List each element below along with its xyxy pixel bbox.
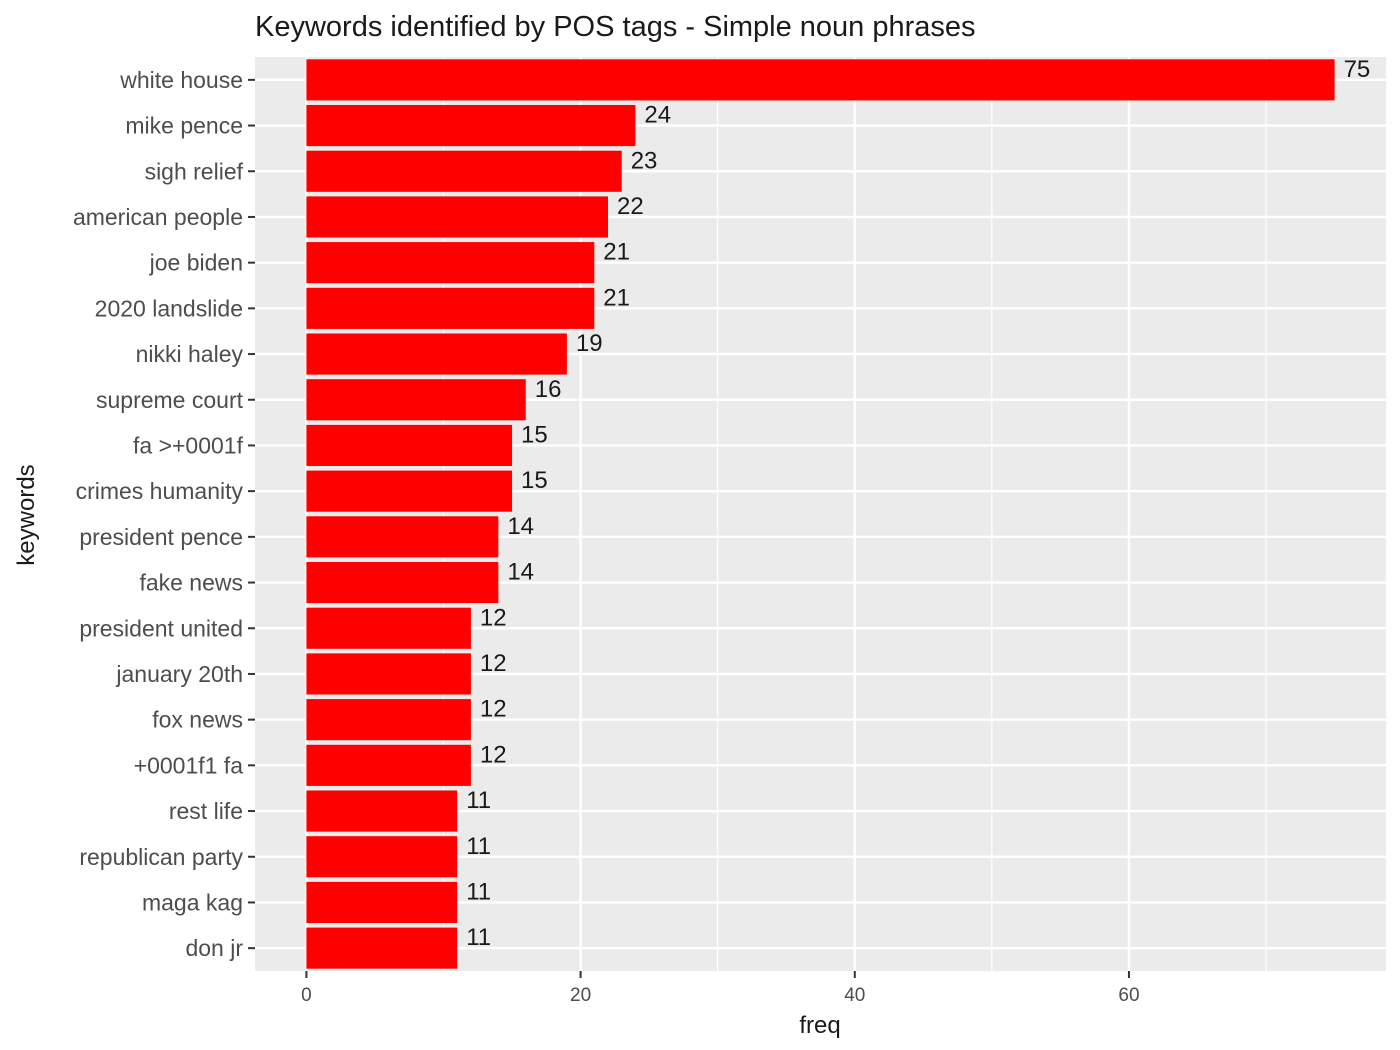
data-label: 12 [480, 741, 507, 768]
bar [306, 790, 458, 832]
bar [306, 744, 471, 786]
bars [306, 59, 1335, 969]
bar [306, 516, 499, 558]
chart-title: Keywords identified by POS tags - Simple… [255, 11, 976, 43]
bar [306, 150, 622, 192]
y-tick-label: +0001f1 fa [134, 752, 244, 778]
y-tick-label: crimes humanity [76, 478, 244, 504]
y-tick-label: fox news [152, 707, 243, 733]
bar [306, 333, 567, 375]
data-label: 14 [507, 513, 534, 540]
y-tick-label: 2020 landslide [95, 295, 243, 321]
bar [306, 242, 595, 284]
x-tick-label: 40 [844, 985, 865, 1006]
y-axis: white house mike pence sigh relief american… [73, 67, 255, 961]
y-tick-label: nikki haley [136, 341, 244, 367]
data-label: 12 [480, 650, 507, 677]
data-label: 23 [631, 147, 658, 174]
x-axis: 0 20 40 60 [301, 971, 1140, 1006]
bar [306, 927, 458, 969]
y-tick-label: don jr [185, 935, 243, 961]
bar [306, 699, 471, 741]
bar [306, 607, 471, 649]
x-tick-label: 20 [570, 985, 591, 1006]
data-label: 21 [603, 284, 630, 311]
bar [306, 424, 513, 467]
x-axis-title: freq [799, 1012, 840, 1039]
data-label: 24 [644, 102, 671, 129]
data-label: 11 [466, 878, 491, 905]
data-label: 12 [480, 604, 507, 631]
bar [306, 287, 595, 329]
data-label: 15 [521, 421, 548, 448]
y-tick-label: maga kag [142, 889, 243, 915]
y-tick-label: fake news [139, 570, 243, 596]
bar [306, 104, 636, 147]
data-label: 11 [466, 787, 491, 814]
y-axis-title: keywords [13, 464, 40, 565]
data-label: 16 [535, 376, 562, 403]
bar [306, 653, 471, 695]
y-tick-label: president united [79, 615, 243, 641]
y-tick-label: january 20th [115, 661, 243, 687]
x-tick-label: 0 [301, 985, 312, 1006]
bar [306, 470, 513, 512]
data-label: 12 [480, 696, 507, 723]
y-tick-label: republican party [79, 844, 243, 870]
y-tick-label: sigh relief [145, 158, 244, 184]
y-tick-label: american people [73, 204, 243, 230]
bar [306, 836, 458, 878]
data-label: 75 [1344, 56, 1371, 83]
bar [306, 196, 609, 238]
y-tick-label: joe biden [149, 250, 243, 276]
y-tick-label: fa >+0001f [133, 432, 244, 458]
bar [306, 881, 458, 924]
bar [306, 561, 499, 604]
x-tick-label: 60 [1118, 985, 1139, 1006]
data-label: 22 [617, 193, 644, 220]
bar [306, 379, 526, 421]
y-tick-label: white house [119, 67, 243, 93]
data-label: 11 [466, 833, 491, 860]
data-label: 14 [507, 559, 534, 586]
plot-panel [255, 57, 1386, 971]
data-label: 19 [576, 330, 603, 357]
y-tick-label: mike pence [125, 113, 243, 139]
bar [306, 59, 1335, 101]
data-label: 21 [603, 239, 630, 266]
y-tick-label: president pence [79, 524, 243, 550]
data-label: 15 [521, 467, 548, 494]
y-tick-label: supreme court [96, 387, 244, 413]
data-label: 11 [466, 924, 491, 951]
y-tick-label: rest life [169, 798, 243, 824]
